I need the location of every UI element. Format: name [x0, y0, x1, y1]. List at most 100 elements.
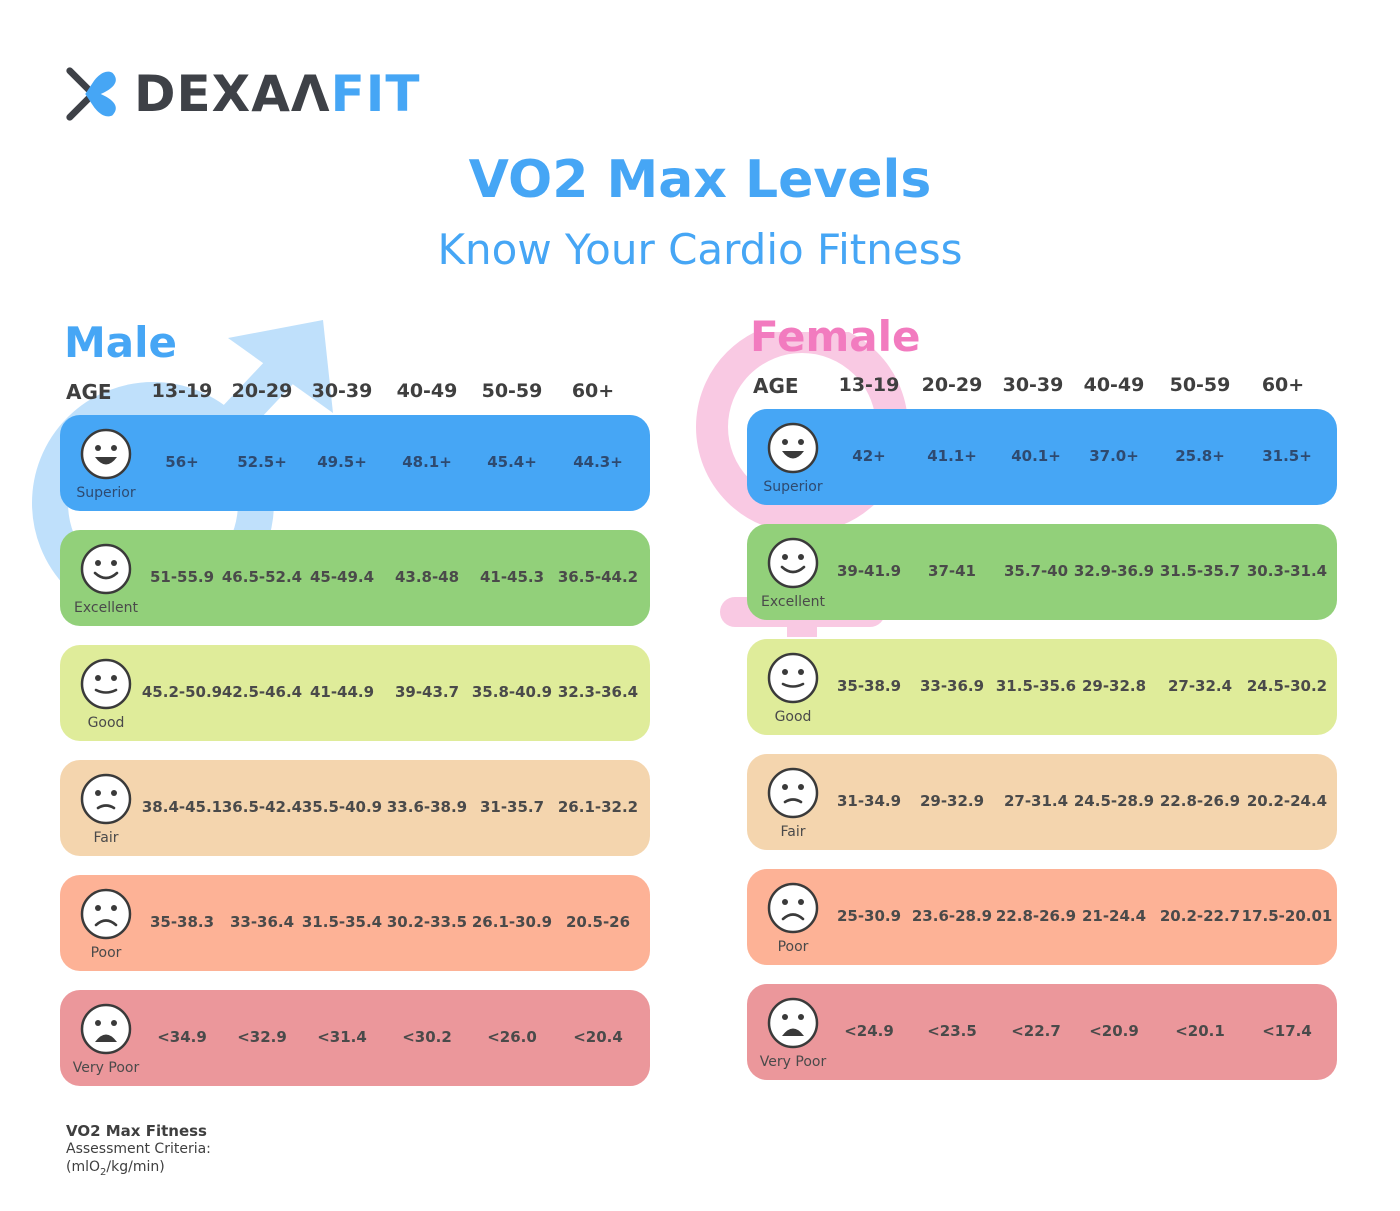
female-row-poor: Poor 25-30.9 23.6-28.9 22.8-26.9 21-24.4 20.2… [747, 869, 1337, 965]
vo2-value-cell: 33-36.9 [919, 677, 985, 695]
vo2-value-cell: 45.4+ [487, 453, 537, 471]
age-group: 20-29 [231, 380, 293, 402]
sad-open-mouth-face-icon [767, 997, 819, 1049]
vo2-value-cell: 27-31.4 [1003, 792, 1069, 810]
vo2-value-cell: 33-36.4 [229, 913, 295, 931]
vo2-value-cell: 23.6-28.9 [911, 907, 993, 925]
unit-subscript: 2 [100, 1166, 107, 1178]
vo2-value-cell: 17.5-20.01 [1241, 907, 1333, 925]
frown-face-icon [767, 882, 819, 934]
vo2-value-cell: 31.5-35.4 [301, 913, 383, 931]
vo2-value-cell: 51-55.9 [149, 568, 215, 586]
male-row-very-poor: Very Poor <34.9 <32.9 <31.4 <30.2 <26.0 <20.4 [60, 990, 650, 1086]
unit-suffix: /kg/min) [106, 1159, 165, 1175]
female-row-good: Good 35-38.9 33-36.9 31.5-35.6 29-32.8 27-32.… [747, 639, 1337, 735]
vo2-value-cell: 21-24.4 [1081, 907, 1147, 925]
dexafit-logo: DEXAΛFIT [62, 62, 420, 126]
level-label: Good [774, 709, 812, 725]
vo2-value-cell: 32.3-36.4 [557, 683, 639, 701]
vo2-value-cell: 31-35.7 [479, 798, 545, 816]
footer-unit: (mlO2/kg/min) [66, 1158, 211, 1182]
female-row-superior: Superior 42+ 41.1+ 40.1+ 37.0+ 25.8+ 31.5+ [747, 409, 1337, 505]
vo2-value-cell: <24.9 [844, 1022, 894, 1040]
age-group: 20-29 [921, 374, 983, 396]
vo2-value-cell: 31.5-35.7 [1159, 562, 1241, 580]
slight-frown-face-icon [80, 773, 132, 825]
logo-text-dexa: DEXA [134, 65, 291, 123]
vo2-value-cell: <31.4 [317, 1028, 367, 1046]
dexafit-x-mark-icon [66, 67, 116, 121]
sad-open-mouth-face-icon [80, 1003, 132, 1055]
vo2-value-cell: 44.3+ [573, 453, 623, 471]
vo2-value-cell: <20.9 [1089, 1022, 1139, 1040]
vo2-value-cell: <22.7 [1011, 1022, 1061, 1040]
slight-smile-face-icon [80, 658, 132, 710]
vo2-value-cell: 27-32.4 [1167, 677, 1233, 695]
logo-text-lambda: Λ [290, 65, 331, 123]
slight-smile-face-icon [767, 652, 819, 704]
vo2-value-cell: 35.5-40.9 [301, 798, 383, 816]
vo2-value-cell: 35-38.3 [149, 913, 215, 931]
vo2-value-cell: <20.1 [1175, 1022, 1225, 1040]
female-row-excellent: Excellent 39-41.9 37-41 35.7-40 32.9-36.9 31.… [747, 524, 1337, 620]
vo2-value-cell: <17.4 [1262, 1022, 1312, 1040]
vo2-value-cell: 41.1+ [927, 447, 977, 465]
vo2-value-cell: 39-41.9 [836, 562, 902, 580]
vo2-value-cell: <30.2 [402, 1028, 452, 1046]
big-grin-face-icon [80, 428, 132, 480]
vo2-value-cell: 33.6-38.9 [386, 798, 468, 816]
vo2-value-cell: 26.1-32.2 [557, 798, 639, 816]
vo2-value-cell: 20.2-24.4 [1246, 792, 1328, 810]
vo2-value-cell: 48.1+ [402, 453, 452, 471]
vo2-value-cell: <20.4 [573, 1028, 623, 1046]
vo2-value-cell: 37.0+ [1089, 447, 1139, 465]
vo2-value-cell: 31.5-35.6 [995, 677, 1077, 695]
vo2-value-cell: 29-32.8 [1081, 677, 1147, 695]
vo2-value-cell: 45-49.4 [309, 568, 375, 586]
vo2-value-cell: 41-45.3 [479, 568, 545, 586]
vo2-value-cell: 39-43.7 [394, 683, 460, 701]
female-row-fair: Fair 31-34.9 29-32.9 27-31.4 24.5-28.9 22.8-2… [747, 754, 1337, 850]
vo2-value-cell: 29-32.9 [919, 792, 985, 810]
female-row-very-poor: Very Poor <24.9 <23.5 <22.7 <20.9 <20.1 <17.4 [747, 984, 1337, 1080]
vo2-value-cell: 31-34.9 [836, 792, 902, 810]
page-subtitle: Know Your Cardio Fitness [437, 225, 963, 274]
level-label: Excellent [74, 600, 138, 616]
vo2-value-cell: 52.5+ [237, 453, 287, 471]
female-heading: Female [750, 312, 921, 361]
vo2-value-cell: 42.5-46.4 [221, 683, 303, 701]
vo2-value-cell: 30.2-33.5 [386, 913, 468, 931]
vo2-value-cell: 30.3-31.4 [1246, 562, 1328, 580]
vo2-value-cell: 31.5+ [1262, 447, 1312, 465]
vo2-value-cell: 36.5-42.4 [221, 798, 303, 816]
age-label: AGE [753, 374, 799, 398]
vo2-value-cell: 35-38.9 [836, 677, 902, 695]
age-label: AGE [66, 380, 112, 404]
vo2-value-cell: 43.8-48 [394, 568, 460, 586]
level-label: Fair [780, 824, 806, 840]
vo2-value-cell: 42+ [852, 447, 886, 465]
vo2-value-cell: 37-41 [928, 562, 976, 580]
age-group: 30-39 [1002, 374, 1064, 396]
age-group: 13-19 [151, 380, 213, 402]
level-label: Very Poor [759, 1054, 827, 1070]
level-label: Superior [76, 485, 136, 501]
vo2-value-cell: 35.7-40 [1003, 562, 1069, 580]
level-label: Good [87, 715, 125, 731]
age-group: 50-59 [1169, 374, 1231, 396]
male-row-fair: Fair 38.4-45.1 36.5-42.4 35.5-40.9 33.6-38.9… [60, 760, 650, 856]
vo2-value-cell: <26.0 [487, 1028, 537, 1046]
vo2-value-cell: 24.5-28.9 [1073, 792, 1155, 810]
vo2-value-cell: 41-44.9 [309, 683, 375, 701]
level-label: Very Poor [72, 1060, 140, 1076]
level-label: Fair [93, 830, 119, 846]
level-label: Excellent [761, 594, 825, 610]
vo2-value-cell: 22.8-26.9 [1159, 792, 1241, 810]
age-group: 13-19 [838, 374, 900, 396]
vo2-value-cell: 20.5-26 [565, 913, 631, 931]
age-group: 40-49 [396, 380, 458, 402]
vo2-value-cell: 22.8-26.9 [995, 907, 1077, 925]
vo2-value-cell: 36.5-44.2 [557, 568, 639, 586]
level-label: Poor [777, 939, 809, 955]
page-title: VO2 Max Levels [468, 150, 932, 210]
